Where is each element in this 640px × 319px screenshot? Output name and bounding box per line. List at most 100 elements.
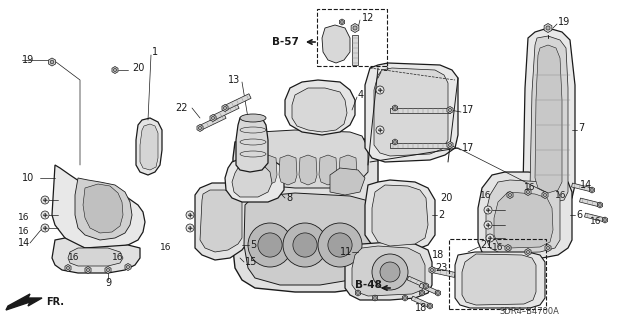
Circle shape bbox=[50, 60, 54, 64]
Circle shape bbox=[598, 204, 602, 206]
Text: 8: 8 bbox=[286, 193, 292, 203]
Circle shape bbox=[113, 68, 116, 71]
Circle shape bbox=[328, 233, 352, 257]
Polygon shape bbox=[544, 24, 552, 33]
Polygon shape bbox=[584, 213, 605, 222]
Polygon shape bbox=[49, 58, 56, 66]
Circle shape bbox=[211, 116, 214, 120]
Polygon shape bbox=[85, 266, 91, 273]
Circle shape bbox=[486, 234, 494, 242]
Circle shape bbox=[547, 246, 550, 249]
Circle shape bbox=[340, 21, 343, 23]
Text: 19: 19 bbox=[22, 55, 35, 65]
Circle shape bbox=[248, 223, 292, 267]
Circle shape bbox=[376, 86, 384, 94]
Polygon shape bbox=[345, 242, 432, 300]
Circle shape bbox=[489, 237, 492, 239]
Polygon shape bbox=[507, 191, 513, 198]
Text: 7: 7 bbox=[578, 123, 584, 133]
Circle shape bbox=[484, 221, 492, 229]
Text: 22: 22 bbox=[175, 103, 188, 113]
Text: 16: 16 bbox=[68, 254, 79, 263]
Text: 16: 16 bbox=[492, 243, 504, 253]
Polygon shape bbox=[431, 268, 456, 278]
Text: 16: 16 bbox=[112, 254, 124, 263]
Text: 4: 4 bbox=[358, 90, 364, 100]
Text: 17: 17 bbox=[462, 105, 474, 115]
Circle shape bbox=[41, 211, 49, 219]
Polygon shape bbox=[390, 108, 450, 113]
Polygon shape bbox=[525, 249, 531, 256]
Circle shape bbox=[44, 214, 46, 216]
Circle shape bbox=[604, 219, 606, 221]
Polygon shape bbox=[545, 244, 551, 251]
Polygon shape bbox=[83, 184, 123, 233]
Polygon shape bbox=[244, 193, 372, 285]
Polygon shape bbox=[236, 115, 268, 172]
Polygon shape bbox=[447, 142, 453, 149]
Polygon shape bbox=[195, 183, 248, 260]
Polygon shape bbox=[68, 248, 123, 266]
Polygon shape bbox=[597, 202, 603, 208]
Circle shape bbox=[353, 26, 357, 30]
Polygon shape bbox=[407, 276, 427, 288]
Circle shape bbox=[376, 126, 384, 134]
Text: 6: 6 bbox=[576, 210, 582, 220]
Text: 16: 16 bbox=[590, 218, 602, 226]
Polygon shape bbox=[602, 217, 607, 223]
Circle shape bbox=[508, 193, 511, 197]
Polygon shape bbox=[579, 198, 600, 207]
Polygon shape bbox=[392, 105, 397, 111]
Polygon shape bbox=[365, 180, 435, 250]
Circle shape bbox=[546, 26, 550, 30]
Circle shape bbox=[189, 214, 191, 216]
Polygon shape bbox=[52, 238, 140, 273]
Polygon shape bbox=[462, 254, 536, 305]
Circle shape bbox=[186, 211, 194, 219]
Polygon shape bbox=[372, 295, 378, 301]
Circle shape bbox=[487, 224, 489, 226]
Text: FR.: FR. bbox=[46, 297, 64, 307]
Polygon shape bbox=[352, 246, 425, 296]
Polygon shape bbox=[279, 155, 297, 185]
Polygon shape bbox=[65, 264, 71, 271]
Polygon shape bbox=[140, 124, 158, 170]
Polygon shape bbox=[352, 35, 358, 65]
Circle shape bbox=[487, 209, 489, 211]
Polygon shape bbox=[447, 107, 453, 114]
Polygon shape bbox=[525, 189, 531, 196]
Circle shape bbox=[379, 89, 381, 91]
Circle shape bbox=[543, 193, 547, 197]
Polygon shape bbox=[339, 155, 357, 185]
Text: 11: 11 bbox=[340, 247, 352, 257]
Polygon shape bbox=[245, 130, 368, 188]
Circle shape bbox=[527, 190, 529, 194]
Text: 16: 16 bbox=[160, 243, 172, 253]
Ellipse shape bbox=[240, 114, 266, 122]
Polygon shape bbox=[322, 25, 350, 63]
Text: 18: 18 bbox=[432, 250, 444, 260]
Text: 16: 16 bbox=[18, 227, 29, 236]
Circle shape bbox=[484, 206, 492, 214]
Circle shape bbox=[44, 227, 46, 229]
Polygon shape bbox=[428, 303, 433, 309]
Polygon shape bbox=[200, 190, 242, 252]
Circle shape bbox=[527, 250, 529, 254]
Polygon shape bbox=[224, 94, 251, 110]
Circle shape bbox=[379, 129, 381, 131]
Circle shape bbox=[429, 305, 431, 307]
Circle shape bbox=[374, 297, 376, 299]
Polygon shape bbox=[222, 105, 228, 112]
Polygon shape bbox=[589, 187, 595, 193]
Circle shape bbox=[356, 292, 359, 294]
Circle shape bbox=[41, 196, 49, 204]
Polygon shape bbox=[419, 283, 439, 295]
Text: 20: 20 bbox=[132, 63, 145, 73]
Circle shape bbox=[431, 268, 433, 271]
Polygon shape bbox=[285, 80, 355, 135]
Text: 18: 18 bbox=[415, 303, 428, 313]
Circle shape bbox=[436, 292, 439, 294]
Text: 2: 2 bbox=[438, 210, 444, 220]
Polygon shape bbox=[478, 172, 572, 258]
Circle shape bbox=[449, 144, 452, 146]
